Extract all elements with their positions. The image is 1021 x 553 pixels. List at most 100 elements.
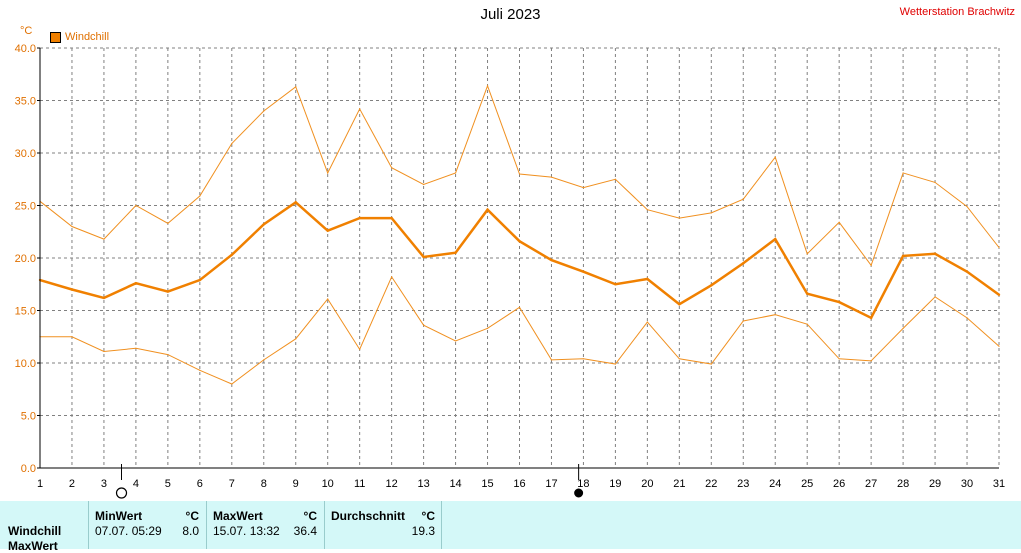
data-point-max <box>550 176 553 178</box>
data-point-min <box>678 358 680 360</box>
y-tick-label: 5.0 <box>21 411 36 423</box>
x-tick-label: 1 <box>37 478 43 490</box>
data-point-max <box>646 209 648 211</box>
data-point-max <box>391 167 393 169</box>
data-point-max <box>423 183 425 186</box>
station-name: Wetterstation Brachwitz <box>899 6 1015 18</box>
new-moon-icon <box>574 488 584 498</box>
data-point-mean <box>582 270 585 273</box>
stats-min-header: MinWert <box>95 509 143 523</box>
y-tick-label: 30.0 <box>15 148 36 160</box>
data-point-mean <box>358 216 361 220</box>
data-point-min <box>518 306 521 308</box>
x-tick-label: 24 <box>769 478 781 490</box>
data-point-min <box>998 345 1000 347</box>
x-tick-label: 28 <box>897 478 909 490</box>
y-tick-label: 10.0 <box>15 358 36 370</box>
data-point-mean <box>710 284 713 287</box>
data-point-mean <box>134 282 138 285</box>
data-point-max <box>678 217 680 219</box>
data-point-mean <box>326 229 329 232</box>
data-point-max <box>295 86 297 88</box>
data-point-max <box>966 205 968 208</box>
data-point-mean <box>486 208 489 211</box>
y-tick-label: 40.0 <box>15 43 36 55</box>
data-point-mean <box>837 300 841 304</box>
x-tick-label: 16 <box>513 478 525 490</box>
y-tick-label: 20.0 <box>15 253 36 265</box>
legend: Windchill <box>50 31 109 43</box>
data-point-min <box>902 327 904 329</box>
data-point-min <box>838 358 840 360</box>
data-point-max <box>263 110 265 112</box>
data-point-max <box>135 204 137 207</box>
data-point-min <box>71 336 73 338</box>
stats-table: Windchill MaxWert MinWert °C 07.07. 05:2… <box>0 501 1021 553</box>
stats-avg-cell: Durchschnitt °C 19.3 <box>324 501 442 549</box>
data-point-max <box>327 172 329 174</box>
chart-title: Juli 2023 <box>480 6 541 23</box>
data-point-min <box>327 298 329 300</box>
data-point-min <box>167 354 169 356</box>
chart-canvas: 0.05.010.015.020.025.030.035.040.01 2 3 4 5 6… <box>15 43 1006 499</box>
axes <box>37 47 999 469</box>
x-tick-label: 15 <box>481 478 493 490</box>
data-point-mean <box>262 223 265 226</box>
x-tick-label: 4 <box>133 478 139 490</box>
data-point-max <box>806 253 808 255</box>
x-tick-label: 13 <box>417 478 429 490</box>
stats-max-time: 15.07. 13:32 <box>213 524 280 538</box>
data-point-mean <box>454 251 457 254</box>
data-point-min <box>135 347 137 349</box>
x-tick-label: 10 <box>322 478 334 490</box>
data-point-min <box>295 338 297 340</box>
data-point-min <box>742 320 744 322</box>
stats-row-label: Windchill <box>8 524 62 538</box>
x-tick-label: 7 <box>229 478 235 490</box>
data-point-max <box>774 156 776 158</box>
x-tick-label: 26 <box>833 478 845 490</box>
x-tick-label: 29 <box>929 478 941 490</box>
moon-phase-markers <box>115 464 584 499</box>
data-point-min <box>199 369 201 371</box>
stats-max-value: 36.4 <box>293 524 317 538</box>
stats-max-unit: °C <box>303 509 317 523</box>
y-tick-label: 25.0 <box>15 201 36 213</box>
legend-swatch <box>50 31 61 43</box>
x-tick-label: 27 <box>865 478 877 490</box>
x-tick-label: 18 <box>577 478 589 490</box>
data-point-min <box>423 324 425 326</box>
data-point-max <box>998 246 1000 249</box>
x-tick-label: 2 <box>69 478 75 490</box>
data-point-mean <box>230 253 233 257</box>
data-point-mean <box>518 240 521 243</box>
x-tick-label: 14 <box>449 478 461 490</box>
x-tick-label: 8 <box>261 478 267 490</box>
stats-min-unit: °C <box>185 509 199 523</box>
data-point-max <box>582 187 585 189</box>
x-tick-label: 23 <box>737 478 749 490</box>
full-moon-icon <box>115 487 128 499</box>
stats-avg-header: Durchschnitt <box>331 509 406 523</box>
grid-lines <box>40 47 1000 468</box>
data-point-min <box>774 314 776 316</box>
x-tick-label: 31 <box>993 478 1005 490</box>
tick-labels: 0.05.010.015.020.025.030.035.040.01 2 3 4 5 6… <box>15 43 1006 490</box>
data-point-min <box>870 360 872 362</box>
x-tick-label: 30 <box>961 478 973 490</box>
data-point-mean <box>997 293 1001 296</box>
data-point-mean <box>614 283 617 286</box>
data-point-mean <box>166 290 170 293</box>
x-tick-label: 17 <box>545 478 557 490</box>
data-point-min <box>454 340 457 342</box>
data-point-max <box>231 142 233 145</box>
legend-label: Windchill <box>65 31 110 43</box>
stats-avg-unit: °C <box>421 509 435 523</box>
data-point-mean <box>390 216 393 220</box>
x-tick-label: 22 <box>705 478 717 490</box>
y-tick-label: 0.0 <box>21 463 36 475</box>
data-point-min <box>614 363 617 365</box>
stats-max-header: MaxWert <box>213 509 263 523</box>
x-tick-label: 6 <box>197 478 203 490</box>
data-point-mean <box>550 258 553 262</box>
